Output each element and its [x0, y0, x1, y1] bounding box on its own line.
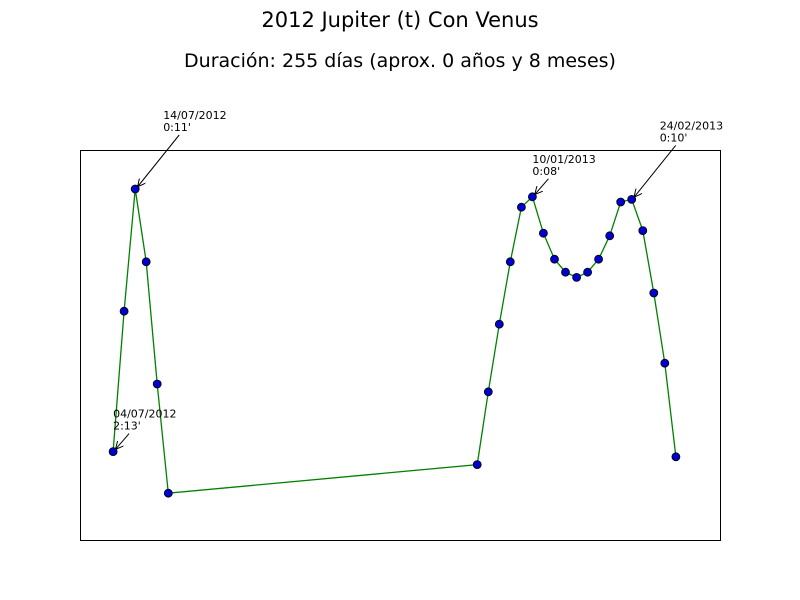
annotation-arrow — [535, 178, 549, 194]
data-point — [141, 257, 151, 267]
data-point — [483, 387, 493, 397]
data-point — [130, 184, 140, 194]
annotation-value: 0:10' — [660, 131, 688, 144]
data-point — [660, 358, 670, 368]
chart-title: 2012 Jupiter (t) Con Venus — [261, 8, 539, 32]
plot-frame — [80, 150, 721, 541]
data-point — [671, 452, 681, 462]
data-point — [472, 460, 482, 470]
data-point — [528, 192, 537, 202]
data-point — [627, 194, 637, 204]
data-point — [616, 197, 626, 207]
data-point — [163, 488, 173, 498]
data-point — [505, 257, 515, 267]
data-point — [517, 202, 526, 212]
data-point — [539, 228, 548, 238]
annotation-arrow — [635, 145, 677, 196]
data-point — [561, 267, 570, 277]
data-point — [583, 267, 592, 277]
annotation-value: 0:11' — [163, 121, 191, 134]
annotation-arrow — [116, 433, 130, 449]
data-point — [649, 288, 659, 298]
data-point — [108, 447, 118, 457]
data-point — [152, 379, 162, 389]
data-point — [550, 254, 559, 264]
annotation-date: 24/02/2013 — [660, 119, 723, 132]
data-point — [594, 254, 603, 264]
data-point — [119, 306, 129, 316]
data-point — [605, 231, 615, 241]
annotation-date: 14/07/2012 — [163, 109, 226, 122]
annotation-date: 04/07/2012 — [113, 408, 176, 421]
data-point — [638, 226, 648, 236]
data-point — [494, 319, 504, 329]
annotation-date: 10/01/2013 — [532, 153, 595, 166]
annotation-value: 2:13' — [113, 420, 141, 433]
annotation-value: 0:08' — [532, 165, 560, 178]
data-point — [572, 272, 581, 282]
chart-subtitle: Duración: 255 días (aprox. 0 años y 8 me… — [184, 50, 616, 72]
annotation-arrow — [138, 134, 180, 186]
series-layer — [108, 184, 681, 498]
series-line — [112, 188, 677, 494]
